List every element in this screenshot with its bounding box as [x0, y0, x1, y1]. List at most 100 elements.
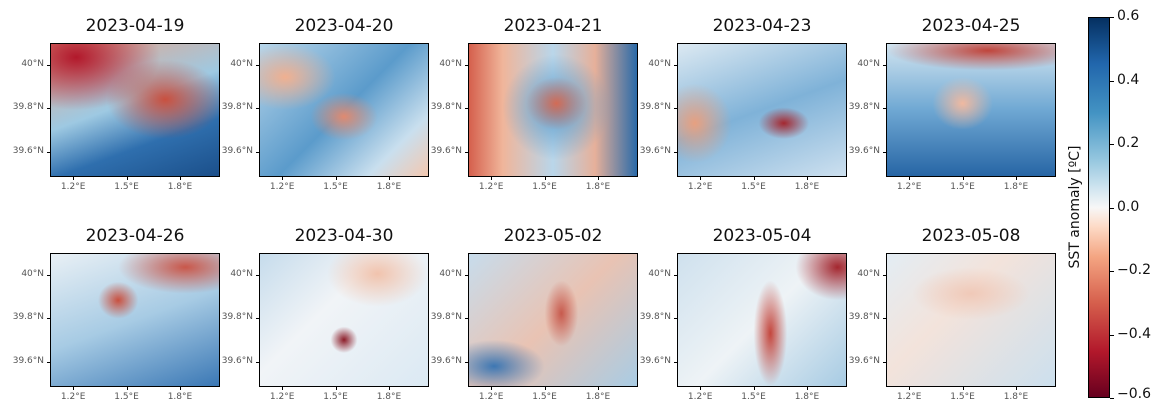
- y-tick: [465, 318, 468, 319]
- y-tick-label: 40°N: [629, 59, 671, 69]
- x-tick-label: 1.2°E: [267, 392, 297, 402]
- y-tick-label: 39.6°N: [629, 356, 671, 366]
- x-tick: [909, 177, 910, 180]
- x-tick: [180, 177, 181, 180]
- y-tick-label: 40°N: [420, 59, 462, 69]
- y-tick: [256, 275, 259, 276]
- x-tick: [336, 387, 337, 390]
- x-tick-label: 1.2°E: [685, 392, 715, 402]
- x-tick: [598, 387, 599, 390]
- x-tick-label: 1.5°E: [530, 182, 560, 192]
- panel-title: 2023-04-19: [50, 16, 220, 36]
- x-tick: [491, 387, 492, 390]
- colorbar-tick-label: −0.4: [1117, 326, 1151, 342]
- panel-title: 2023-05-08: [886, 226, 1056, 246]
- x-tick-label: 1.2°E: [476, 182, 506, 192]
- map-panel: [886, 253, 1056, 387]
- map-panel: [468, 43, 638, 177]
- x-tick-label: 1.2°E: [894, 182, 924, 192]
- y-tick: [256, 65, 259, 66]
- y-tick: [674, 152, 677, 153]
- map-panel: [50, 253, 220, 387]
- x-tick-label: 1.2°E: [685, 182, 715, 192]
- x-tick: [73, 387, 74, 390]
- colorbar-label: SST anomaly [ºC]: [1067, 146, 1083, 269]
- map-panel: [259, 253, 429, 387]
- x-tick: [545, 387, 546, 390]
- colorbar: [1088, 17, 1110, 398]
- x-tick-label: 1.8°E: [1001, 392, 1031, 402]
- colorbar-tick: [1110, 81, 1114, 82]
- x-tick-label: 1.8°E: [792, 182, 822, 192]
- colorbar-tick-label: 0.6: [1117, 8, 1139, 24]
- colorbar-tick: [1110, 17, 1114, 18]
- x-tick-label: 1.5°E: [948, 182, 978, 192]
- y-tick-label: 39.6°N: [211, 356, 253, 366]
- y-tick: [256, 362, 259, 363]
- x-tick: [754, 177, 755, 180]
- y-tick: [674, 362, 677, 363]
- x-tick: [73, 177, 74, 180]
- y-tick: [883, 108, 886, 109]
- x-tick: [389, 177, 390, 180]
- x-tick-label: 1.5°E: [948, 392, 978, 402]
- y-tick-label: 39.6°N: [838, 356, 880, 366]
- x-tick-label: 1.5°E: [739, 392, 769, 402]
- y-tick-label: 39.8°N: [2, 102, 44, 112]
- x-tick: [282, 387, 283, 390]
- x-tick-label: 1.5°E: [321, 392, 351, 402]
- x-tick: [180, 387, 181, 390]
- x-tick: [700, 387, 701, 390]
- x-tick-label: 1.2°E: [58, 182, 88, 192]
- y-tick: [47, 362, 50, 363]
- y-tick: [674, 65, 677, 66]
- y-tick: [47, 152, 50, 153]
- y-tick-label: 40°N: [211, 59, 253, 69]
- y-tick: [674, 318, 677, 319]
- x-tick-label: 1.2°E: [894, 392, 924, 402]
- y-tick-label: 39.8°N: [2, 312, 44, 322]
- colorbar-tick: [1110, 144, 1114, 145]
- figure: SST anomaly [ºC] 2023-04-19 1.2°E 1.5°E 1.8…: [0, 0, 1157, 405]
- y-tick-label: 39.6°N: [629, 146, 671, 156]
- y-tick-label: 39.8°N: [211, 102, 253, 112]
- y-tick: [47, 108, 50, 109]
- x-tick-label: 1.2°E: [476, 392, 506, 402]
- y-tick: [674, 275, 677, 276]
- y-tick: [465, 362, 468, 363]
- map-panel: [886, 43, 1056, 177]
- y-tick: [883, 152, 886, 153]
- map-panel: [468, 253, 638, 387]
- x-tick-label: 1.8°E: [792, 392, 822, 402]
- y-tick: [883, 275, 886, 276]
- y-tick: [256, 152, 259, 153]
- x-tick-label: 1.5°E: [321, 182, 351, 192]
- y-tick: [47, 275, 50, 276]
- y-tick-label: 39.6°N: [420, 356, 462, 366]
- x-tick-label: 1.2°E: [58, 392, 88, 402]
- y-tick-label: 39.8°N: [629, 312, 671, 322]
- colorbar-tick-label: −0.2: [1117, 262, 1151, 278]
- colorbar-tick-label: 0.0: [1117, 199, 1139, 215]
- y-tick-label: 39.6°N: [2, 146, 44, 156]
- colorbar-tick: [1110, 271, 1114, 272]
- y-tick-label: 39.6°N: [838, 146, 880, 156]
- y-tick: [47, 318, 50, 319]
- y-tick: [674, 108, 677, 109]
- panel-title: 2023-04-30: [259, 226, 429, 246]
- y-tick-label: 39.8°N: [838, 102, 880, 112]
- panel-title: 2023-04-20: [259, 16, 429, 36]
- y-tick-label: 39.6°N: [420, 146, 462, 156]
- panel-title: 2023-05-04: [677, 226, 847, 246]
- x-tick: [545, 177, 546, 180]
- x-tick: [598, 177, 599, 180]
- y-tick-label: 40°N: [2, 269, 44, 279]
- colorbar-tick-label: −0.6: [1117, 386, 1151, 402]
- y-tick-label: 40°N: [838, 269, 880, 279]
- x-tick: [807, 177, 808, 180]
- y-tick-label: 39.8°N: [838, 312, 880, 322]
- y-tick-label: 40°N: [420, 269, 462, 279]
- panel-title: 2023-04-21: [468, 16, 638, 36]
- y-tick: [256, 318, 259, 319]
- y-tick: [883, 362, 886, 363]
